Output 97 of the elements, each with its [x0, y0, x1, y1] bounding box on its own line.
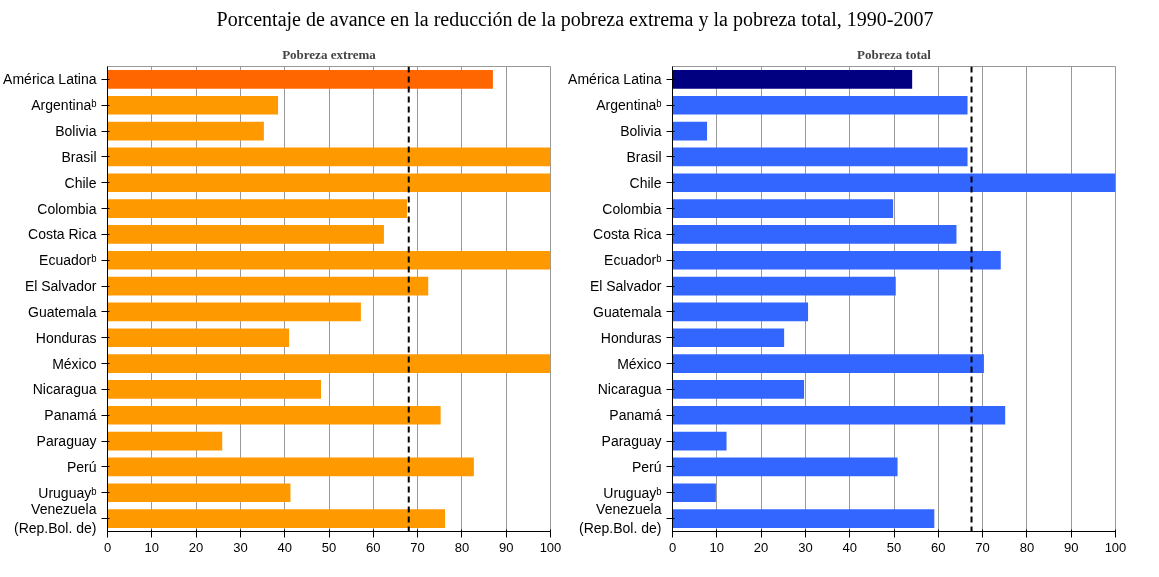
- bar: [107, 302, 361, 321]
- y-tick-label: Honduras: [35, 329, 97, 346]
- x-tick-label: 90: [498, 539, 514, 555]
- y-tick-label: América Latina: [3, 70, 97, 87]
- bar: [107, 379, 322, 399]
- bar: [672, 121, 708, 140]
- y-tick-label: Paraguay: [601, 432, 662, 449]
- y-tick-label: Nicaragua: [597, 380, 662, 397]
- x-tick-label: 90: [1063, 539, 1079, 555]
- x-tick-label: 80: [454, 539, 470, 555]
- y-tick-label: Colombia: [602, 200, 662, 217]
- y-tick-label: Nicaragua: [32, 380, 97, 397]
- bar: [107, 198, 407, 218]
- y-tick-label: Brasil: [61, 148, 97, 165]
- bar: [107, 353, 551, 373]
- x-tick-label: 100: [539, 539, 562, 555]
- x-tick-label: 0: [668, 539, 677, 555]
- x-tick-label: 70: [975, 539, 990, 555]
- y-tick-label: Chile: [629, 174, 662, 191]
- y-tick-label: Perú: [631, 458, 662, 475]
- x-tick-label: 20: [753, 539, 769, 555]
- y-tick-label: Uruguayᵇ: [603, 484, 662, 501]
- x-tick-label: 10: [709, 539, 725, 555]
- bar: [672, 405, 1006, 425]
- bar: [107, 508, 446, 528]
- bar: [672, 69, 913, 89]
- y-tick-label: Venezuela (Rep.Bol. de): [14, 500, 97, 536]
- bar: [107, 431, 223, 450]
- y-tick-label: México: [52, 355, 97, 372]
- bar: [107, 95, 279, 115]
- y-tick-label: México: [617, 355, 662, 372]
- bar: [107, 457, 474, 476]
- bar: [672, 328, 785, 347]
- x-tick-label: 50: [321, 539, 337, 555]
- x-tick-label: 30: [233, 539, 248, 555]
- bar: [672, 508, 935, 528]
- bar: [107, 276, 429, 295]
- y-tick-label: Guatemala: [28, 303, 97, 320]
- bar: [672, 431, 727, 450]
- bar: [107, 483, 291, 502]
- y-tick-label: Perú: [66, 458, 97, 475]
- bar: [672, 198, 894, 218]
- x-tick-label: 70: [410, 539, 425, 555]
- bar: [107, 328, 290, 347]
- y-tick-label: Venezuela (Rep.Bol. de): [579, 500, 662, 536]
- x-tick-label: 50: [886, 539, 902, 555]
- y-tick-label: Honduras: [600, 329, 662, 346]
- bar: [672, 353, 984, 373]
- bar: [672, 224, 957, 244]
- bar: [107, 224, 384, 244]
- y-tick-label: Uruguayᵇ: [38, 484, 97, 501]
- bar: [107, 405, 441, 425]
- bar: [672, 250, 1001, 270]
- y-tick-label: Colombia: [37, 200, 97, 217]
- x-tick-label: 0: [103, 539, 112, 555]
- y-tick-label: El Salvador: [24, 277, 97, 294]
- y-tick-label: Brasil: [626, 148, 662, 165]
- y-tick-label: Costa Rica: [28, 225, 97, 242]
- bar: [107, 147, 551, 166]
- x-tick-label: 10: [144, 539, 160, 555]
- chart-title: Porcentaje de avance en la reducción de la pobreza extrema y la pobreza total, 1990-2007: [216, 7, 934, 33]
- y-tick-label: América Latina: [568, 70, 662, 87]
- x-tick-label: 100: [1104, 539, 1127, 555]
- x-tick-label: 60: [931, 539, 946, 555]
- y-tick-label: Argentinaᵇ: [596, 96, 662, 113]
- x-tick-label: 40: [277, 539, 292, 555]
- y-tick-label: Panamá: [44, 406, 97, 423]
- bar: [672, 173, 1116, 192]
- y-tick-label: Bolivia: [620, 122, 662, 139]
- y-tick-label: Panamá: [609, 406, 662, 423]
- bar: [672, 147, 968, 166]
- x-tick-label: 60: [366, 539, 381, 555]
- y-tick-label: El Salvador: [589, 277, 662, 294]
- y-tick-label: Ecuadorᵇ: [604, 251, 662, 268]
- bar: [672, 457, 898, 476]
- bar: [672, 483, 716, 502]
- bar: [107, 173, 551, 192]
- bar: [672, 95, 968, 115]
- y-tick-label: Ecuadorᵇ: [39, 251, 97, 268]
- x-tick-label: 40: [842, 539, 857, 555]
- y-tick-label: Argentinaᵇ: [31, 96, 97, 113]
- bar: [672, 302, 809, 321]
- y-tick-label: Guatemala: [593, 303, 662, 320]
- y-tick-label: Bolivia: [55, 122, 97, 139]
- x-tick-label: 20: [188, 539, 204, 555]
- y-tick-label: Paraguay: [36, 432, 97, 449]
- bar: [672, 379, 805, 399]
- bar: [107, 250, 551, 270]
- y-tick-label: Costa Rica: [593, 225, 662, 242]
- chart-subtitle: Pobreza extrema: [282, 46, 377, 62]
- y-tick-label: Chile: [64, 174, 97, 191]
- chart-title: Pobreza total: [857, 46, 932, 62]
- bar: [672, 276, 896, 295]
- bar: [107, 121, 264, 140]
- x-tick-label: 80: [1019, 539, 1035, 555]
- x-tick-label: 30: [798, 539, 813, 555]
- bar: [107, 69, 493, 89]
